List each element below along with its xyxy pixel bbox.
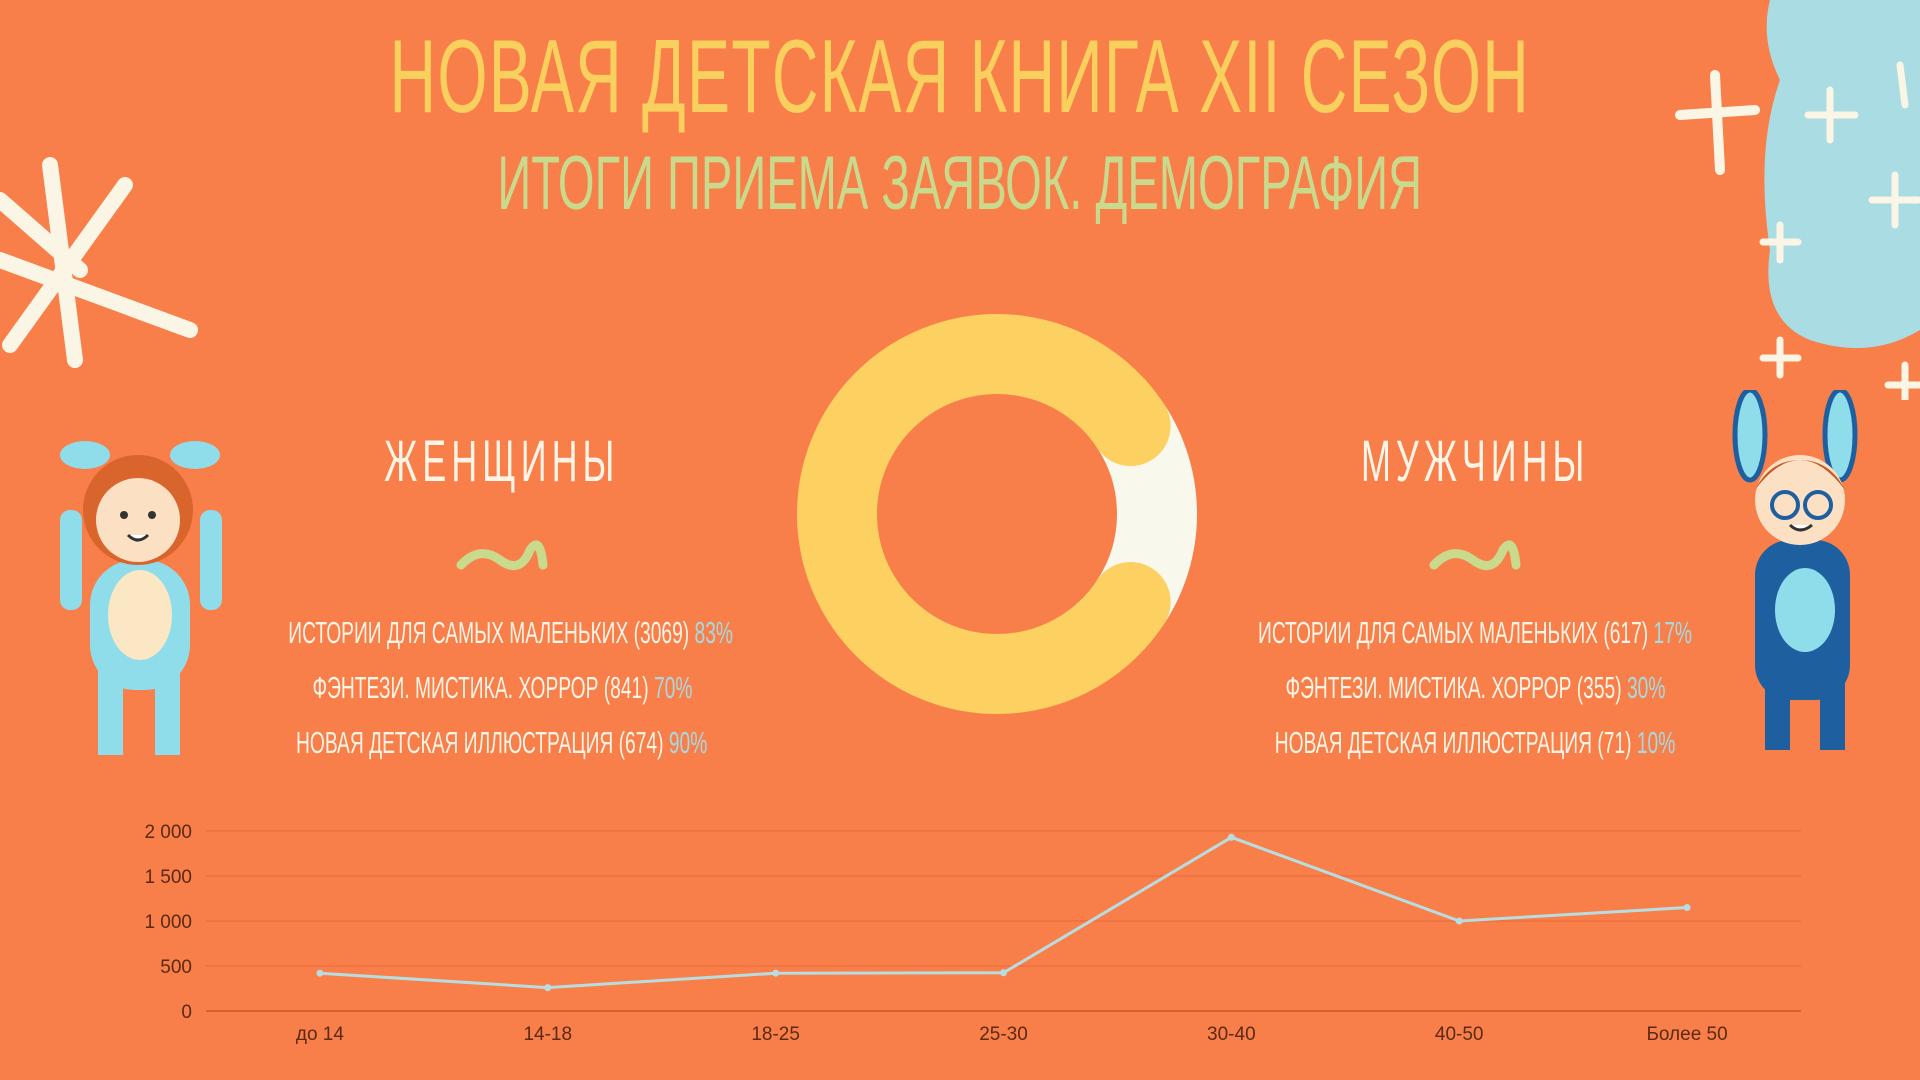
page-subtitle: ИТОГИ ПРИЕМА ЗАЯВОК. ДЕМОГРАФИЯ xyxy=(0,140,1920,227)
decorative-starburst-left xyxy=(0,157,198,368)
subtitle-text: ИТОГИ ПРИЕМА ЗАЯВОК. ДЕМОГРАФИЯ xyxy=(497,141,1423,226)
women-heading: ЖЕНЩИНЫ xyxy=(384,429,620,494)
men-stats: ИСТОРИИ ДЛЯ САМЫХ МАЛЕНЬКИХ (617) 17% ФЭ… xyxy=(1125,605,1825,770)
donut-cap xyxy=(1090,561,1171,642)
men-heading: МУЖЧИНЫ xyxy=(1360,429,1590,494)
donut-slice-women xyxy=(797,314,1164,714)
squiggle-icon xyxy=(456,540,548,571)
men-stat-row: НОВАЯ ДЕТСКАЯ ИЛЛЮСТРАЦИЯ (71) 10% xyxy=(1274,725,1676,760)
girl-bunny-illustration xyxy=(60,441,222,755)
women-stat-row: НОВАЯ ДЕТСКАЯ ИЛЛЮСТРАЦИЯ (674) 90% xyxy=(296,725,708,760)
men-stat-row: ФЭНТЕЗИ. МИСТИКА. ХОРРОР (355) 30% xyxy=(1284,670,1665,705)
men-stat-row: ИСТОРИИ ДЛЯ САМЫХ МАЛЕНЬКИХ (617) 17% xyxy=(1258,615,1693,650)
women-stats: ИСТОРИИ ДЛЯ САМЫХ МАЛЕНЬКИХ (3069) 83% Ф… xyxy=(152,605,852,770)
boy-bunny-illustration xyxy=(1732,390,1858,750)
decorative-blue-patch xyxy=(1759,0,1920,400)
women-stat-row: ИСТОРИИ ДЛЯ САМЫХ МАЛЕНЬКИХ (3069) 83% xyxy=(288,615,733,650)
title-text: НОВАЯ ДЕТСКАЯ КНИГА XII СЕЗОН xyxy=(389,19,1531,135)
page-title: НОВАЯ ДЕТСКАЯ КНИГА XII СЕЗОН xyxy=(0,18,1920,137)
donut-cap xyxy=(1090,386,1171,467)
decorative-sparkle-star xyxy=(1675,70,1760,175)
squiggle-icon xyxy=(1429,540,1521,571)
women-stat-row: ФЭНТЕЗИ. МИСТИКА. ХОРРОР (841) 70% xyxy=(311,670,692,705)
